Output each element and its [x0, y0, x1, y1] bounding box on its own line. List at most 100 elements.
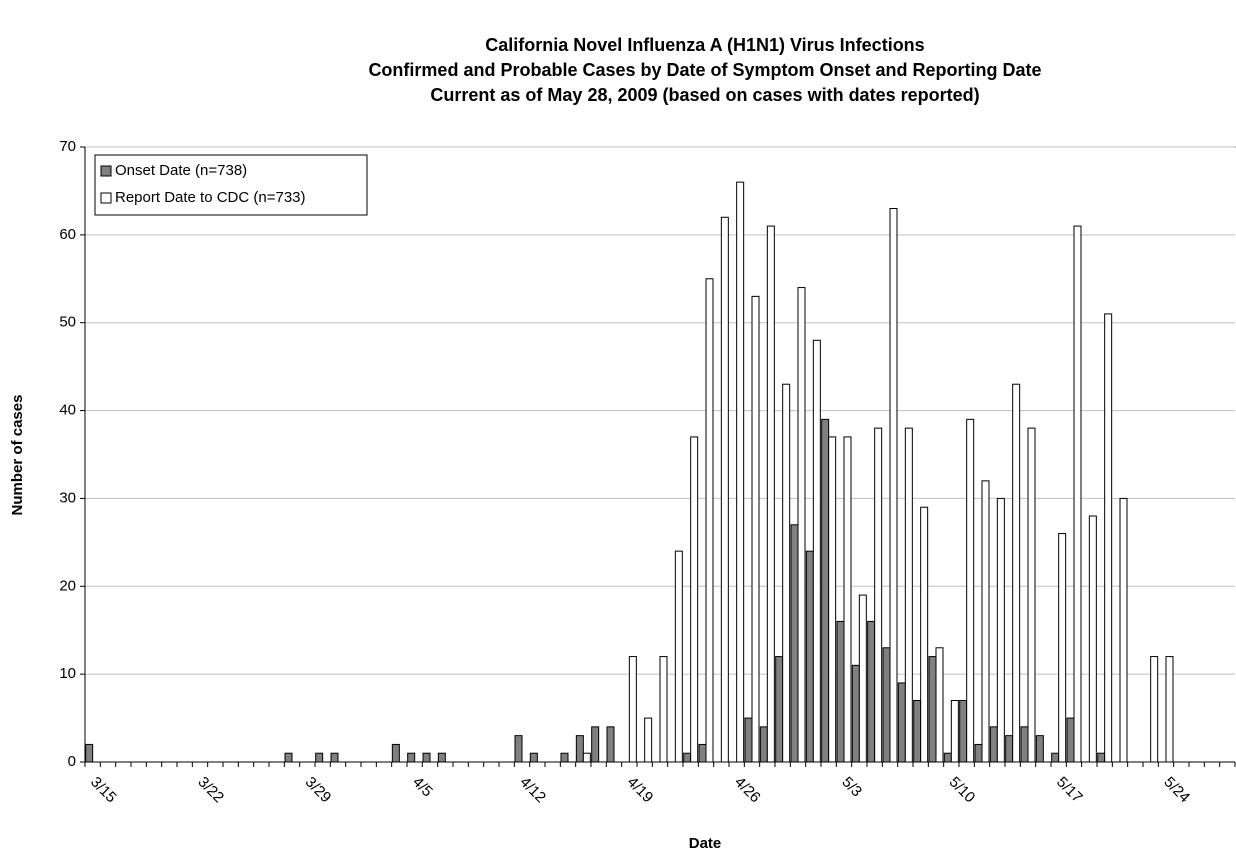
bar [529, 752, 538, 763]
x-axis-title: Date [689, 835, 722, 852]
y-tick-label: 60 [59, 226, 76, 243]
bar [874, 427, 883, 763]
bar [989, 726, 998, 763]
bar [1088, 515, 1097, 763]
bar [1058, 533, 1067, 763]
bar [889, 208, 898, 763]
bar [437, 752, 446, 763]
bar [85, 743, 94, 763]
y-tick-label: 10 [59, 665, 76, 682]
bar [828, 436, 837, 763]
bar [560, 752, 569, 763]
chart-title: California Novel Influenza A (H1N1) Viru… [485, 35, 924, 55]
y-tick-label: 0 [68, 753, 76, 770]
bar [315, 752, 324, 763]
bar [1104, 313, 1113, 763]
bar [628, 656, 637, 763]
bar [836, 620, 845, 763]
bar [407, 752, 416, 763]
bar [759, 726, 768, 763]
bar [575, 735, 584, 763]
bar [1066, 717, 1075, 763]
bar [674, 550, 683, 763]
bar [959, 700, 968, 763]
bar [797, 287, 806, 763]
bar [736, 181, 745, 763]
bar [920, 506, 929, 763]
x-tick-label: 4/5 [409, 774, 436, 801]
bar [966, 418, 975, 763]
bar [843, 436, 852, 763]
bar [751, 295, 760, 763]
bar [744, 717, 753, 763]
x-tick-label: 3/15 [87, 774, 120, 807]
bar [928, 656, 937, 763]
legend-swatch [100, 165, 112, 177]
bar [858, 594, 867, 763]
bar [330, 752, 339, 763]
bar [981, 480, 990, 763]
bar [1005, 735, 1014, 763]
bar [683, 752, 692, 763]
bar [1027, 427, 1036, 763]
bar [606, 726, 615, 763]
y-tick-label: 20 [59, 577, 76, 594]
legend-label: Report Date to CDC (n=733) [115, 189, 306, 206]
bar [935, 647, 944, 763]
bar [950, 700, 959, 763]
x-tick-label: 5/17 [1053, 774, 1086, 807]
bar [698, 743, 707, 763]
bar [1073, 225, 1082, 763]
bar [1020, 726, 1029, 763]
bar [996, 497, 1005, 763]
bar [805, 550, 814, 763]
bar [1097, 752, 1106, 763]
x-tick-label: 4/26 [731, 774, 764, 807]
legend-box [94, 154, 368, 216]
bar [897, 682, 906, 763]
x-tick-label: 4/12 [516, 774, 549, 807]
bar [284, 752, 293, 763]
bar [1035, 735, 1044, 763]
bar [974, 743, 983, 763]
bar [882, 647, 891, 763]
bar [582, 752, 591, 763]
bar [943, 752, 952, 763]
bar [514, 735, 523, 763]
bar [391, 743, 400, 763]
bar [422, 752, 431, 763]
bar [1051, 752, 1060, 763]
y-tick-label: 30 [59, 489, 76, 506]
y-axis-title: Number of cases [9, 395, 26, 516]
x-tick-label: 5/3 [838, 774, 865, 801]
x-tick-label: 3/22 [194, 774, 227, 807]
x-tick-label: 3/29 [302, 774, 335, 807]
bar [1150, 656, 1159, 763]
legend-label: Onset Date (n=738) [115, 162, 247, 179]
bar [766, 225, 775, 763]
bar [720, 216, 729, 763]
y-tick-label: 70 [59, 138, 76, 155]
chart-subtitle: Confirmed and Probable Cases by Date of … [368, 60, 1041, 80]
bar [1165, 656, 1174, 763]
bar [904, 427, 913, 763]
bar [591, 726, 600, 763]
bar [782, 383, 791, 763]
x-tick-label: 4/19 [624, 774, 657, 807]
bar [705, 278, 714, 763]
legend-swatch [100, 192, 112, 204]
bar [775, 656, 784, 763]
bar [1012, 383, 1021, 763]
bar [821, 418, 830, 763]
bar [644, 717, 653, 763]
y-tick-label: 50 [59, 314, 76, 331]
bar [1119, 497, 1128, 763]
bar [913, 700, 922, 763]
bar [690, 436, 699, 763]
x-tick-label: 5/24 [1160, 774, 1193, 807]
bar [790, 524, 799, 763]
chart-subtitle: Current as of May 28, 2009 (based on cas… [430, 85, 979, 105]
bar [659, 656, 668, 763]
y-tick-label: 40 [59, 402, 76, 419]
